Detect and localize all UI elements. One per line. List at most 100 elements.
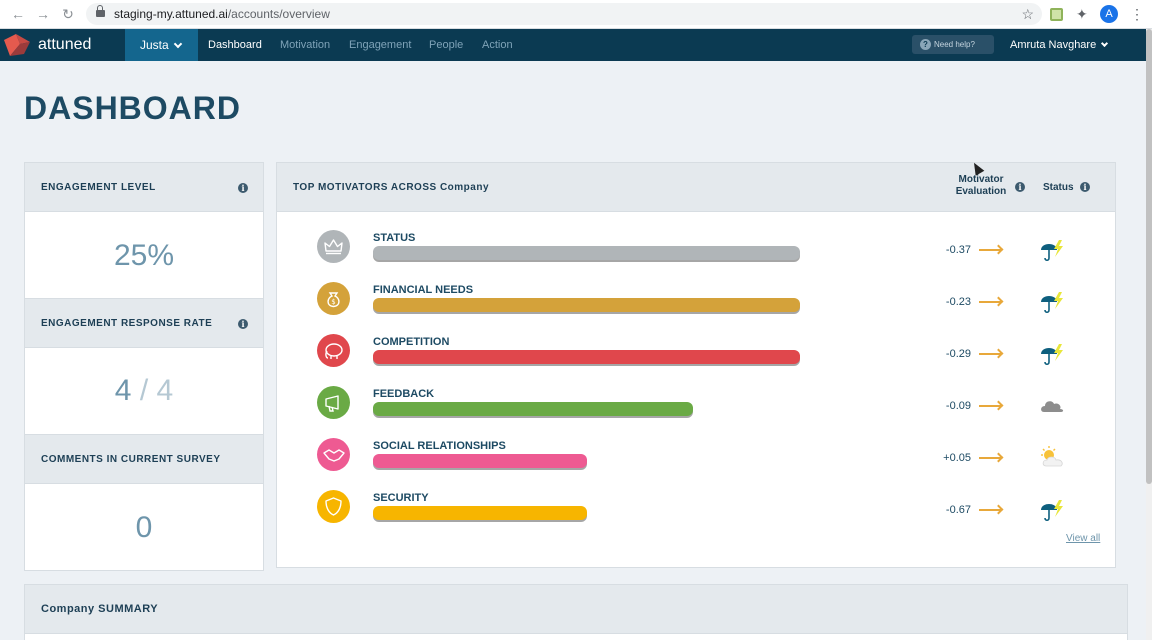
money-bag-icon: $ xyxy=(317,282,350,315)
comments-card: COMMENTS IN CURRENT SURVEY 0 xyxy=(24,434,264,571)
address-bar[interactable]: staging-my.attuned.ai/accounts/overview … xyxy=(86,3,1042,25)
top-motivators-card: TOP MOTIVATORS ACROSS Company Motivator E… xyxy=(276,162,1116,568)
card-label: COMMENTS IN CURRENT SURVEY xyxy=(41,454,221,465)
user-menu[interactable]: Amruta Navghare xyxy=(1010,39,1109,51)
card-label: Company SUMMARY xyxy=(41,603,159,615)
info-icon[interactable]: i xyxy=(1015,182,1025,192)
forward-icon[interactable]: → xyxy=(36,6,50,22)
card-label: TOP MOTIVATORS ACROSS Company xyxy=(293,182,490,193)
elephant-icon xyxy=(317,334,350,367)
engagement-level-card: ENGAGEMENT LEVEL i 25% xyxy=(24,162,264,299)
response-rate-card: ENGAGEMENT RESPONSE RATE i 4 / 4 xyxy=(24,298,264,435)
trend-arrow-icon xyxy=(979,509,1001,511)
motivator-score: -0.23 xyxy=(945,296,971,308)
bookmark-star-icon[interactable]: ☆ xyxy=(1021,6,1034,22)
scrollbar-thumb[interactable] xyxy=(1146,29,1152,484)
motivator-row: $ FINANCIAL NEEDS -0.23 xyxy=(277,282,1115,334)
motivator-bar xyxy=(373,298,800,312)
motivator-score: -0.29 xyxy=(945,348,971,360)
motivator-name: FINANCIAL NEEDS xyxy=(373,284,474,296)
motivator-bar xyxy=(373,246,800,260)
chevron-down-icon xyxy=(1101,39,1109,48)
account-name: Justa xyxy=(140,38,169,52)
motivator-row: FEEDBACK -0.09 xyxy=(277,386,1115,438)
motivator-name: STATUS xyxy=(373,232,416,244)
shield-icon xyxy=(317,490,350,523)
nav-dashboard[interactable]: Dashboard xyxy=(208,39,262,51)
info-icon[interactable]: i xyxy=(1080,182,1090,192)
motivator-bar xyxy=(373,454,587,468)
extension-note-icon[interactable] xyxy=(1050,8,1063,21)
cloud-icon[interactable] xyxy=(1039,392,1067,418)
storm-icon[interactable] xyxy=(1039,496,1067,522)
profile-avatar[interactable]: A xyxy=(1100,5,1118,23)
page-title: DASHBOARD xyxy=(24,90,241,126)
storm-icon[interactable] xyxy=(1039,340,1067,366)
crown-icon xyxy=(317,230,350,263)
megaphone-icon xyxy=(317,386,350,419)
nav-engagement[interactable]: Engagement xyxy=(349,39,412,51)
brand-name[interactable]: attuned xyxy=(38,36,92,53)
comments-value: 0 xyxy=(135,511,153,544)
engagement-level-value: 25% xyxy=(113,239,175,272)
handshake-icon xyxy=(317,438,350,471)
back-icon[interactable]: ← xyxy=(11,6,25,22)
question-icon: ? xyxy=(920,39,931,50)
view-all-link[interactable]: View all xyxy=(1066,533,1101,544)
motivator-name: SECURITY xyxy=(373,492,429,504)
browser-toolbar: ← → ↻ staging-my.attuned.ai/accounts/ove… xyxy=(0,0,1152,29)
motivator-row: COMPETITION -0.29 xyxy=(277,334,1115,386)
motivator-bar xyxy=(373,350,800,364)
motivator-row: STATUS -0.37 xyxy=(277,230,1115,282)
trend-arrow-icon xyxy=(979,301,1001,303)
info-icon[interactable]: i xyxy=(238,319,248,329)
info-icon[interactable]: i xyxy=(238,183,248,193)
eval-header-line2: Evaluation xyxy=(955,186,1007,197)
motivator-name: FEEDBACK xyxy=(373,388,435,400)
separator: / xyxy=(139,374,149,407)
browser-menu-icon[interactable]: ⋮ xyxy=(1130,6,1144,22)
trend-arrow-icon xyxy=(979,353,1001,355)
account-switcher[interactable]: Justa xyxy=(125,29,198,61)
card-label: ENGAGEMENT LEVEL xyxy=(41,182,156,193)
total-count: 4 xyxy=(156,374,174,407)
motivator-bar xyxy=(373,402,693,416)
motivator-name: COMPETITION xyxy=(373,336,450,348)
storm-icon[interactable] xyxy=(1039,236,1067,262)
extensions-puzzle-icon[interactable]: ✦ xyxy=(1076,6,1088,22)
need-help-label: Need help? xyxy=(934,40,975,49)
attuned-logo-icon xyxy=(4,34,30,56)
motivator-row: SOCIAL RELATIONSHIPS +0.05 xyxy=(277,438,1115,490)
motivator-row: SECURITY -0.67 xyxy=(277,490,1115,542)
motivator-bar xyxy=(373,506,587,520)
reload-icon[interactable]: ↻ xyxy=(62,6,74,22)
motivator-evaluation-header: Motivator Evaluation xyxy=(947,174,1015,198)
chevron-down-icon xyxy=(173,39,182,49)
svg-text:$: $ xyxy=(331,298,335,306)
nav-people[interactable]: People xyxy=(429,39,464,51)
trend-arrow-icon xyxy=(979,457,1001,459)
motivator-score: -0.09 xyxy=(945,400,971,412)
status-header: Status xyxy=(1043,182,1074,193)
motivator-score: -0.67 xyxy=(945,504,971,516)
url-text: staging-my.attuned.ai/accounts/overview xyxy=(114,7,330,21)
company-summary-card: Company SUMMARY xyxy=(24,584,1128,640)
storm-icon[interactable] xyxy=(1039,288,1067,314)
app-navbar: attuned Justa Dashboard Motivation Engag… xyxy=(0,29,1146,61)
card-label: ENGAGEMENT RESPONSE RATE xyxy=(41,318,213,329)
partly-sunny-icon[interactable] xyxy=(1039,444,1067,470)
nav-motivation[interactable]: Motivation xyxy=(280,39,331,51)
eval-header-line1: Motivator xyxy=(958,174,1004,185)
motivator-score: -0.37 xyxy=(945,244,971,256)
page-scrollbar[interactable] xyxy=(1146,29,1152,640)
nav-action[interactable]: Action xyxy=(482,39,513,51)
lock-icon xyxy=(96,5,105,18)
trend-arrow-icon xyxy=(979,405,1001,407)
need-help-button[interactable]: ? Need help? xyxy=(912,35,994,54)
response-rate-value: 4 / 4 xyxy=(25,374,263,408)
motivator-name: SOCIAL RELATIONSHIPS xyxy=(373,440,506,452)
motivator-score: +0.05 xyxy=(943,452,971,464)
user-name-label: Amruta Navghare xyxy=(1010,39,1097,51)
responded-count: 4 xyxy=(114,374,132,407)
trend-arrow-icon xyxy=(979,249,1001,251)
